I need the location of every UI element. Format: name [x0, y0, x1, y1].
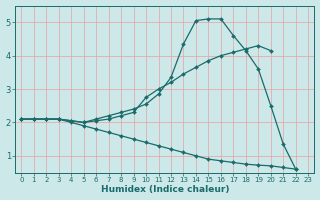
X-axis label: Humidex (Indice chaleur): Humidex (Indice chaleur): [100, 185, 229, 194]
